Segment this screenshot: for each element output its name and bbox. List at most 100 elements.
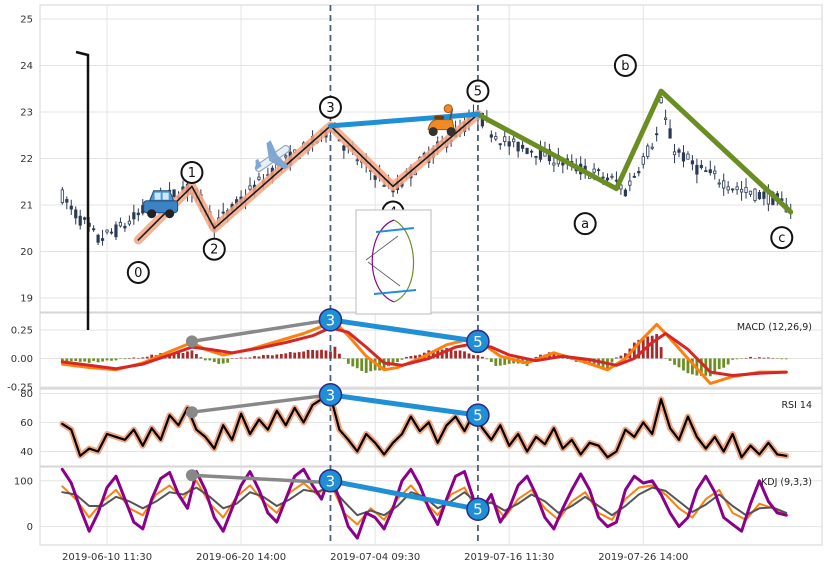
- candle-body: [748, 190, 753, 195]
- inset-curve: [371, 219, 395, 303]
- candle-body: [632, 175, 636, 178]
- macd-hist-bar: [150, 354, 154, 359]
- macd-hist-bar: [396, 358, 399, 363]
- macd-hist-bar: [744, 358, 748, 359]
- macd-hist-bar: [203, 358, 207, 361]
- candle-body: [373, 175, 377, 180]
- candle-body: [498, 143, 502, 146]
- candle-body: [726, 186, 730, 191]
- candle-body: [248, 185, 252, 190]
- candle-body: [681, 152, 686, 162]
- price-y-tick-label: 21: [20, 201, 33, 212]
- macd-divergence-label: 3: [326, 311, 336, 329]
- candle-body: [641, 156, 645, 165]
- macd-hist-bar: [735, 358, 739, 360]
- candle-body: [605, 177, 610, 181]
- macd-hist-bar: [476, 355, 480, 359]
- candle-body: [382, 185, 386, 187]
- macd-hist-bar: [485, 358, 489, 360]
- rsi-divergence-marker: [318, 383, 343, 407]
- rsi-divergence-marker: [466, 403, 490, 427]
- macd-divergence-line: [328, 317, 481, 344]
- scooter-wheel: [446, 127, 456, 137]
- macd-hist-bar: [391, 358, 395, 365]
- macd-hist-bar: [619, 355, 623, 359]
- candle-body: [592, 168, 596, 173]
- macd-hist-bar: [489, 358, 493, 363]
- macd-hist-bar: [320, 349, 323, 359]
- wave-label-circle: [573, 212, 597, 236]
- macd-hist-bar: [329, 351, 332, 359]
- macd-hist-bar: [239, 357, 243, 359]
- candle-body: [677, 149, 681, 153]
- macd-hist-bar: [244, 357, 247, 359]
- macd-hist-bar: [431, 351, 435, 359]
- macd-hist-bar: [708, 358, 712, 377]
- macd-hist-bar: [659, 347, 663, 359]
- macd-hist-bar: [145, 356, 149, 359]
- macd-hist-bar: [467, 353, 471, 359]
- candle-body: [494, 136, 498, 140]
- candle-body: [637, 171, 641, 174]
- x-tick-label: 2019-06-20 14:00: [196, 552, 286, 563]
- candle-body: [78, 215, 82, 226]
- macd-hist-bar: [181, 353, 185, 359]
- macd-hist-bar: [717, 358, 721, 370]
- macd-hist-bar: [141, 357, 145, 359]
- wave-label-circle: [202, 237, 226, 261]
- macd-hist-bar: [463, 351, 466, 359]
- candle-body: [529, 150, 534, 153]
- macd-hist-bar: [199, 357, 203, 359]
- macd-hist-bar: [369, 358, 373, 372]
- car-wheel: [165, 209, 175, 219]
- macd-hist-bar: [217, 358, 221, 364]
- price-y-tick-label: 20: [20, 247, 33, 258]
- macd-hist-bar: [101, 358, 104, 362]
- macd-hist-bar: [275, 354, 279, 359]
- macd-hist-bar: [503, 358, 507, 365]
- wave-label-circle: [466, 79, 490, 103]
- macd-hist-bar: [333, 346, 337, 359]
- candle-body: [118, 221, 123, 227]
- macd-hist-bar: [413, 355, 417, 359]
- candle-body: [525, 147, 529, 154]
- correction-wave-line: [475, 88, 794, 215]
- car-icon: [143, 190, 179, 219]
- candle-body: [132, 212, 136, 220]
- macd-hist-bar: [65, 358, 69, 363]
- macd-hist-bar: [253, 356, 256, 359]
- wave-label: a: [581, 217, 589, 232]
- airplane-icon: [254, 140, 290, 172]
- car-wheel: [147, 209, 157, 219]
- candle-body: [69, 205, 73, 210]
- macd-hist-bar: [302, 351, 306, 359]
- candle-body: [735, 186, 739, 191]
- macd-hist-bar: [686, 358, 690, 374]
- macd-hist-bar: [226, 358, 230, 363]
- car-window: [154, 192, 161, 200]
- candle-body: [699, 164, 703, 169]
- macd-hist-bar: [418, 354, 422, 359]
- macd-hist-bar: [699, 358, 703, 376]
- plane-tail: [255, 158, 262, 170]
- inset-curve: [373, 227, 417, 295]
- inset-curve: [393, 219, 415, 303]
- macd-hist-bar: [114, 358, 118, 361]
- price-y-tick-label: 22: [20, 154, 33, 165]
- macd-y-tick-label: 0.00: [11, 354, 33, 365]
- macd-hist-bar: [195, 354, 198, 359]
- x-tick-label: 2019-07-16 11:30: [464, 552, 554, 563]
- x-tick-label: 2019-07-04 09:30: [330, 552, 420, 563]
- candle-body: [655, 133, 659, 136]
- candle-body: [92, 228, 96, 231]
- macd-hist-bar: [136, 358, 140, 359]
- macd-hist-bar: [337, 353, 341, 359]
- macd-hist-bar: [682, 358, 685, 371]
- macd-hist-bar: [561, 357, 565, 359]
- candle-body: [672, 151, 677, 156]
- macd-hist-bar: [378, 358, 382, 371]
- inset-pointer: [75, 50, 90, 330]
- impulse-wave-line: [137, 113, 479, 241]
- macd-hist-bar: [297, 352, 301, 359]
- candle-body: [623, 189, 627, 197]
